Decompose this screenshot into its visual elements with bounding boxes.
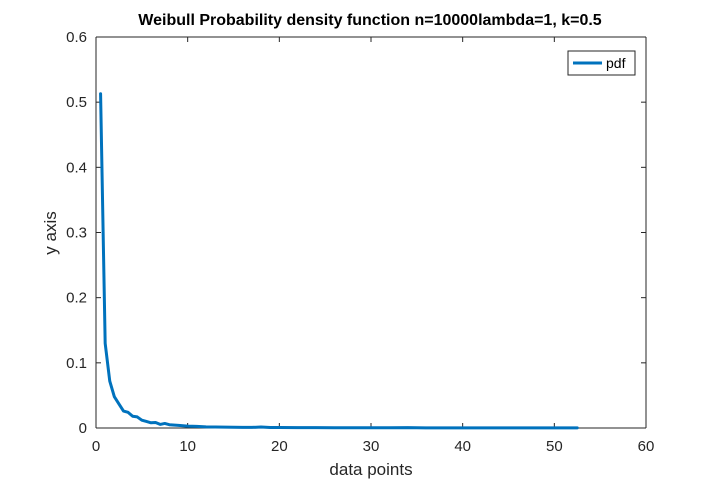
y-axis-label: y axis: [41, 211, 60, 254]
legend-label-pdf: pdf: [606, 55, 626, 71]
y-tick-label: 0.2: [66, 290, 87, 307]
x-axis-label: data points: [329, 460, 412, 479]
x-ticks: 0 10 20 30 40 50 60: [92, 37, 655, 455]
y-tick-label: 0.5: [66, 94, 87, 111]
series-layer: [99, 92, 579, 430]
x-tick-label: 60: [638, 438, 655, 455]
y-tick-label: 0.3: [66, 225, 87, 242]
series-line-pdf: [99, 92, 579, 430]
x-tick-label: 20: [271, 438, 288, 455]
y-ticks: 0 0.1 0.2 0.3 0.4 0.5 0.6: [66, 29, 646, 437]
y-tick-label: 0.1: [66, 355, 87, 372]
x-tick-label: 30: [363, 438, 380, 455]
y-tick-label: 0.6: [66, 29, 87, 46]
chart-title: Weibull Probability density function n=1…: [138, 12, 602, 29]
y-tick-label: 0.4: [66, 159, 87, 176]
x-tick-label: 50: [546, 438, 563, 455]
x-tick-label: 10: [179, 438, 196, 455]
x-tick-label: 40: [454, 438, 471, 455]
x-tick-label: 0: [92, 438, 100, 455]
legend: pdf: [567, 50, 636, 76]
y-tick-label: 0: [79, 420, 87, 437]
